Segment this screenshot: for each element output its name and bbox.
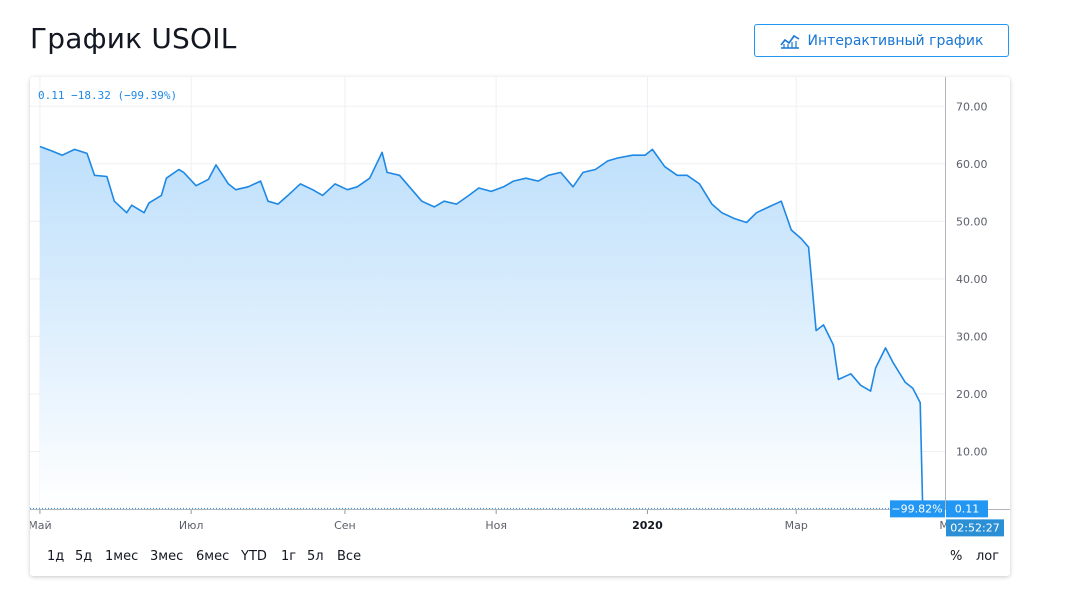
y-tick-label: 50.00 <box>956 215 988 228</box>
y-tick-label: 60.00 <box>956 158 988 171</box>
series-line <box>39 145 924 509</box>
percent-toggle[interactable]: % <box>950 549 963 564</box>
price-badge <box>946 500 988 518</box>
x-tick-label: Июл <box>179 519 204 532</box>
time-badge <box>946 519 1004 537</box>
range-toolbar: 1д 5д 1мес 3мес 6мес YTD 1г 5л Все % лог <box>30 539 1010 575</box>
log-toggle[interactable]: лог <box>976 549 1000 564</box>
chart-card: 70.00 60.00 50.00 40.00 30.00 20.00 10.00 Май Ию… <box>30 77 1010 576</box>
interactive-chart-button[interactable]: Интерактивный график <box>754 24 1009 57</box>
y-tick-label: 30.00 <box>956 330 988 343</box>
percent-badge <box>890 500 945 518</box>
y-tick-label: 70.00 <box>956 100 988 113</box>
chart-line-icon <box>779 33 800 49</box>
x-tick-label: 2020 <box>632 519 663 532</box>
price-chart[interactable]: 70.00 60.00 50.00 40.00 30.00 20.00 10.00 Май Ию… <box>30 77 1010 539</box>
range-5y-button[interactable]: 5л <box>307 549 324 564</box>
range-1m-button[interactable]: 1мес <box>105 549 139 564</box>
range-5d-button[interactable]: 5д <box>75 549 93 564</box>
x-tick-label: Ноя <box>485 519 507 532</box>
y-tick-label: 40.00 <box>956 273 988 286</box>
price-badge-label: 0.11 <box>955 502 980 515</box>
y-tick-label: 20.00 <box>956 388 988 401</box>
percent-badge-label: −99.82% <box>891 502 942 515</box>
range-ytd-button[interactable]: YTD <box>241 549 267 564</box>
range-3m-button[interactable]: 3мес <box>150 549 184 564</box>
page-title: График USOIL <box>30 22 237 55</box>
x-tick-label: Мар <box>785 519 808 532</box>
range-all-button[interactable]: Все <box>337 549 362 564</box>
range-1y-button[interactable]: 1г <box>281 549 297 564</box>
range-6m-button[interactable]: 6мес <box>196 549 230 564</box>
series-area <box>39 146 923 509</box>
y-tick-label: 10.00 <box>956 445 988 458</box>
interactive-chart-button-label: Интерактивный график <box>807 32 984 49</box>
time-badge-label: 02:52:27 <box>950 521 999 534</box>
x-tick-label: Май <box>30 519 52 532</box>
chart-header: 0.11 −18.32 (−99.39%) <box>38 89 178 102</box>
range-1d-button[interactable]: 1д <box>47 549 65 564</box>
x-tick-label: Сен <box>334 519 356 532</box>
